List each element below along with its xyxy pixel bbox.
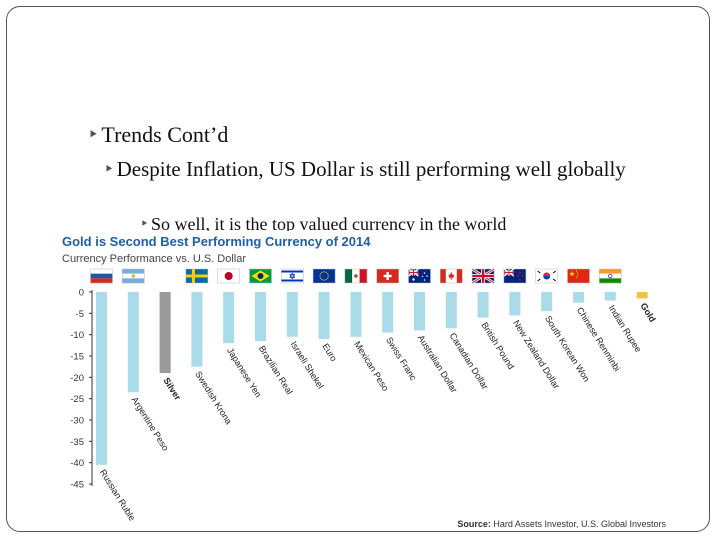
bullet-arrow-icon: ⯈: [140, 219, 148, 230]
bar-japanese-yen: [223, 292, 235, 344]
category-label-japanese-yen: Japanese Yen: [225, 346, 263, 399]
australia-flag-icon: [408, 268, 431, 284]
category-label-gold: Gold: [638, 301, 657, 324]
uk-flag-icon: [471, 267, 495, 285]
bar-mexican-peso: [350, 292, 362, 337]
category-label-swiss-franc: Swiss Franc: [384, 335, 419, 382]
category-label-argentine-peso: Argentine Peso: [130, 395, 171, 452]
bar-south-korean-won: [541, 292, 553, 312]
bullet-level2: ⯈ Despite Inflation, US Dollar is still p…: [104, 155, 664, 183]
bar-silver: [159, 292, 171, 374]
bullet-arrow-icon: ⯈: [88, 128, 99, 143]
y-tick-label: -10: [70, 330, 84, 341]
category-label-indian-rupee: Indian Rupee: [607, 303, 644, 354]
category-label-british-pound: British Pound: [479, 320, 516, 371]
y-tick-label: -35: [70, 437, 84, 448]
bar-swedish-krona: [191, 292, 203, 367]
brazil-flag-icon: [249, 268, 272, 284]
bar-argentine-peso: [127, 292, 139, 393]
y-tick-label: -30: [70, 416, 84, 427]
flag-row: [90, 267, 622, 285]
category-label-russian-ruble: Russian Ruble: [98, 468, 137, 523]
chart-source: Source: Hard Assets Investor, U.S. Globa…: [457, 519, 666, 529]
chart-area: Gold is Second Best Performing Currency …: [60, 231, 670, 531]
category-label-euro: Euro: [320, 342, 339, 363]
y-tick-label: -45: [70, 480, 84, 491]
bullet-level1-text: Trends Cont’d: [101, 122, 229, 147]
bar-australian-dollar: [414, 292, 425, 331]
bar-russian-ruble: [96, 292, 107, 465]
y-axis: 0 -5 -10 -15 -20 -25 -30 -35 -40 -45: [70, 288, 93, 491]
y-tick-label: -25: [70, 394, 84, 405]
y-tick-label: 0: [79, 288, 84, 299]
china-flag-icon: [567, 268, 590, 284]
bullet-level2-text: Despite Inflation, US Dollar is still pe…: [116, 157, 626, 181]
sweden-flag-icon: [185, 268, 209, 284]
y-tick-label: -20: [70, 373, 84, 384]
category-label-brazilian-real: Brazilian Real: [257, 344, 295, 396]
bullet-level3-text: So well, it is the top valued currency i…: [151, 214, 507, 234]
argentina-flag-icon: [122, 268, 145, 284]
japan-flag-icon: [217, 268, 240, 284]
india-flag-icon: [599, 268, 622, 284]
bar-new-zealand-dollar: [509, 292, 521, 316]
y-tick-label: -40: [70, 458, 84, 469]
source-text: Hard Assets Investor, U.S. Global Invest…: [493, 519, 666, 529]
switzerland-flag-icon: [376, 268, 399, 284]
y-tick-label: -5: [76, 309, 84, 320]
eu-flag-icon: [312, 268, 336, 284]
category-label-silver: Silver: [161, 376, 183, 403]
bar-british-pound: [477, 292, 489, 318]
russia-flag-icon: [90, 268, 113, 284]
bar-chinese-renminbi: [573, 292, 584, 303]
bullet-level3: ⯈ So well, it is the top valued currency …: [140, 214, 506, 234]
category-label-israeli-shekel: Israeli Shekel: [289, 340, 326, 391]
mexico-flag-icon: [344, 268, 368, 284]
bar-indian-rupee: [604, 292, 616, 301]
bar-swiss-franc: [382, 292, 394, 333]
bar-canadian-dollar: [445, 292, 457, 329]
chart-subtitle: Currency Performance vs. U.S. Dollar: [62, 253, 246, 265]
bullet-arrow-icon: ⯈: [104, 162, 114, 176]
bar-brazilian-real: [255, 292, 266, 342]
israel-flag-icon: [281, 268, 304, 284]
y-tick-label: -15: [70, 352, 84, 363]
new-zealand-flag-icon: [503, 268, 527, 284]
currency-performance-chart: Gold is Second Best Performing Currency …: [62, 234, 666, 529]
bar-gold: [636, 292, 648, 299]
chart-title: Gold is Second Best Performing Currency …: [62, 234, 371, 249]
source-label: Source:: [457, 519, 491, 529]
category-label-swedish-krona: Swedish Krona: [193, 369, 234, 426]
bars: [96, 292, 648, 465]
bullet-level1: ⯈ Trends Cont’d: [88, 122, 228, 148]
bar-israeli-shekel: [286, 292, 298, 337]
bar-euro: [318, 292, 330, 339]
category-label-mexican-peso: Mexican Peso: [352, 340, 390, 393]
south-korea-flag-icon: [535, 268, 558, 284]
canada-flag-icon: [440, 268, 463, 284]
